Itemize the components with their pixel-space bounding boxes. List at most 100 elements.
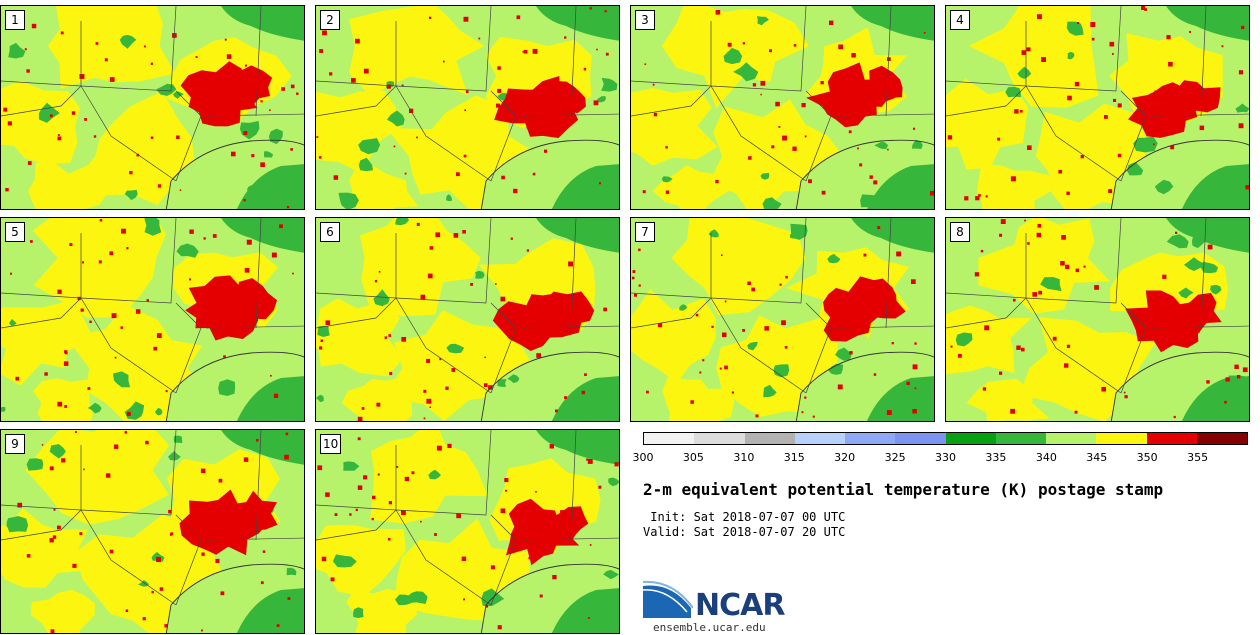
red-speckle xyxy=(153,346,158,351)
green-patch xyxy=(1228,375,1247,391)
coastline xyxy=(795,351,934,421)
red-speckle xyxy=(388,334,392,337)
green-patch xyxy=(679,304,688,311)
red-speckle xyxy=(930,191,934,196)
green-patch xyxy=(597,398,608,408)
red-speckle xyxy=(539,594,543,598)
red-speckle xyxy=(376,402,381,407)
red-speckle xyxy=(1074,81,1080,87)
green-patch xyxy=(1005,86,1021,98)
red-speckle xyxy=(439,358,442,361)
red-speckle xyxy=(634,293,637,297)
red-speckle xyxy=(371,517,374,521)
red-speckle xyxy=(721,254,723,256)
red-speckle xyxy=(64,405,68,408)
red-speckle xyxy=(461,556,467,561)
red-speckle xyxy=(1162,274,1167,279)
red-speckle xyxy=(270,374,272,377)
red-speckle xyxy=(31,23,37,29)
red-speckle xyxy=(1141,6,1146,10)
red-speckle xyxy=(873,373,877,376)
red-speckle xyxy=(886,410,892,415)
red-speckle xyxy=(5,188,9,192)
red-speckle xyxy=(256,439,259,442)
green-patch xyxy=(263,151,274,158)
red-speckle xyxy=(231,151,236,157)
colorbar-segment xyxy=(744,433,795,444)
red-speckle xyxy=(913,127,916,130)
red-speckle xyxy=(57,401,63,407)
red-speckle xyxy=(638,248,641,252)
red-speckle xyxy=(982,387,987,391)
north-green-region xyxy=(851,6,934,41)
red-speckle xyxy=(427,273,433,279)
state-boundary xyxy=(885,6,892,117)
red-speckle xyxy=(290,148,293,151)
red-speckle xyxy=(463,598,465,601)
red-speckle xyxy=(129,171,133,175)
state-boundary xyxy=(395,509,492,606)
member-number: 3 xyxy=(635,10,655,30)
red-speckle xyxy=(243,199,246,202)
red-speckle xyxy=(208,534,213,539)
green-patch xyxy=(475,270,485,279)
colorbar-segment xyxy=(1046,433,1097,444)
green-patch xyxy=(756,16,769,26)
red-speckle xyxy=(695,313,699,317)
north-green-region xyxy=(536,218,619,253)
red-speckle xyxy=(923,32,926,34)
red-speckle xyxy=(544,149,548,153)
state-boundary xyxy=(80,218,177,304)
red-speckle xyxy=(784,346,788,349)
red-speckle xyxy=(77,296,81,301)
gulf-green-region xyxy=(1181,164,1249,209)
red-speckle xyxy=(93,135,97,138)
state-boundary xyxy=(631,85,712,117)
red-speckle xyxy=(1206,380,1210,384)
red-speckle xyxy=(792,146,797,151)
red-speckle xyxy=(804,396,807,399)
green-patch xyxy=(446,343,465,354)
red-speckle xyxy=(106,473,111,478)
gulf-green-region xyxy=(236,588,304,633)
red-speckle xyxy=(84,118,87,121)
yellow-region xyxy=(341,376,412,421)
red-speckle xyxy=(389,372,393,375)
red-speckle xyxy=(114,356,117,359)
member-number: 9 xyxy=(5,434,25,454)
colorbar-tick-label: 330 xyxy=(935,451,956,464)
state-boundary xyxy=(1025,6,1122,92)
red-speckle xyxy=(631,276,635,280)
yellow-region xyxy=(386,95,541,209)
red-speckle xyxy=(873,180,878,185)
red-speckle xyxy=(287,597,291,600)
stamp-panel: 7 xyxy=(630,217,935,422)
green-patch xyxy=(353,607,364,619)
red-speckle xyxy=(496,103,500,108)
gulf-green-region xyxy=(236,376,304,421)
red-speckle xyxy=(513,188,518,194)
state-boundary xyxy=(80,6,177,92)
red-speckle xyxy=(702,359,705,362)
red-speckle xyxy=(1153,143,1155,146)
red-speckle xyxy=(1061,235,1066,240)
red-speckle xyxy=(516,15,521,20)
red-speckle xyxy=(150,62,154,65)
member-number: 7 xyxy=(635,222,655,242)
red-speckle xyxy=(146,299,149,302)
red-speckle xyxy=(333,175,339,180)
state-boundary xyxy=(395,430,492,516)
red-speckle xyxy=(317,465,323,471)
red-speckle xyxy=(599,182,601,185)
state-boundary xyxy=(1,509,82,541)
red-speckle xyxy=(665,190,670,194)
red-speckle xyxy=(912,409,917,414)
red-speckle xyxy=(1113,98,1117,102)
red-speckle xyxy=(1083,265,1086,268)
red-speckle xyxy=(779,283,782,286)
logo-url: ensemble.ucar.edu xyxy=(653,621,766,634)
red-speckle xyxy=(164,624,168,628)
red-speckle xyxy=(1166,35,1171,40)
green-patch xyxy=(218,379,236,396)
red-speckle xyxy=(604,10,607,13)
